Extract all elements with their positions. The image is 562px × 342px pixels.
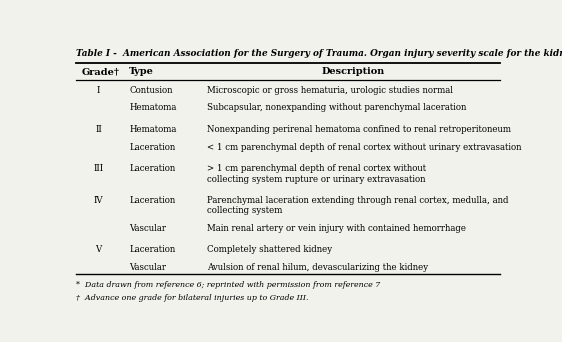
Text: II: II [95,125,102,134]
Text: Parenchymal laceration extending through renal cortex, medulla, and
collecting s: Parenchymal laceration extending through… [207,196,509,215]
Text: Grade†: Grade† [81,67,119,76]
Text: Laceration: Laceration [129,196,175,205]
Text: Laceration: Laceration [129,245,175,254]
Text: Hematoma: Hematoma [129,125,176,134]
Text: Description: Description [321,67,385,76]
Text: IV: IV [94,196,103,205]
Text: Type: Type [129,67,154,76]
Text: Contusion: Contusion [129,86,173,95]
Text: Laceration: Laceration [129,143,175,152]
Text: Laceration: Laceration [129,164,175,173]
Text: Hematoma: Hematoma [129,103,176,113]
Text: Vascular: Vascular [129,263,166,272]
Text: V: V [96,245,102,254]
Text: III: III [93,164,103,173]
Text: *  Data drawn from reference 6; reprinted with permission from reference 7: * Data drawn from reference 6; reprinted… [76,281,380,289]
Text: Vascular: Vascular [129,224,166,233]
Text: Avulsion of renal hilum, devascularizing the kidney: Avulsion of renal hilum, devascularizing… [207,263,429,272]
Text: Microscopic or gross hematuria, urologic studies normal: Microscopic or gross hematuria, urologic… [207,86,454,95]
Text: Completely shattered kidney: Completely shattered kidney [207,245,333,254]
Text: Subcapsular, nonexpanding without parenchymal laceration: Subcapsular, nonexpanding without parenc… [207,103,467,113]
Text: I: I [97,86,100,95]
Text: Table I -  American Association for the Surgery of Trauma. Organ injury severity: Table I - American Association for the S… [76,50,562,58]
Text: Main renal artery or vein injury with contained hemorrhage: Main renal artery or vein injury with co… [207,224,466,233]
Text: < 1 cm parenchymal depth of renal cortex without urinary extravasation: < 1 cm parenchymal depth of renal cortex… [207,143,522,152]
Text: Nonexpanding perirenal hematoma confined to renal retroperitoneum: Nonexpanding perirenal hematoma confined… [207,125,511,134]
Text: †  Advance one grade for bilateral injuries up to Grade III.: † Advance one grade for bilateral injuri… [76,294,309,302]
Text: > 1 cm parenchymal depth of renal cortex without
collecting system rupture or ur: > 1 cm parenchymal depth of renal cortex… [207,164,427,184]
